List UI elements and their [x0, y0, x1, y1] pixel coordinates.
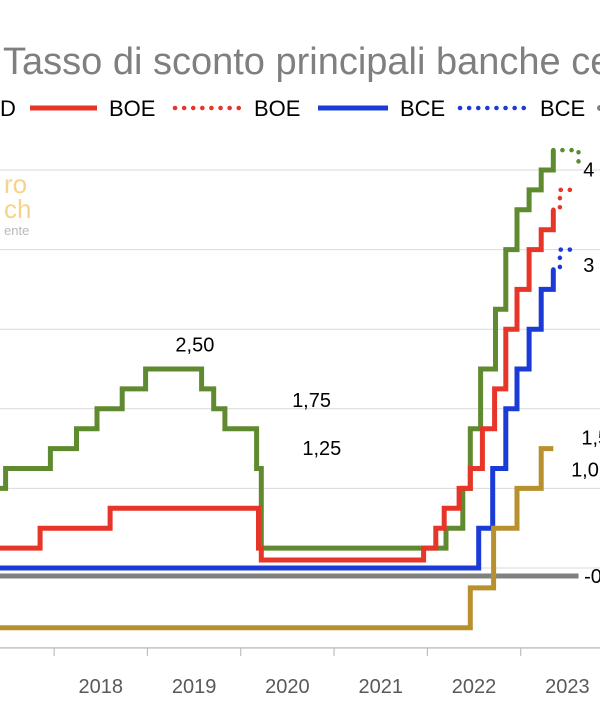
data-label: -0,1	[584, 566, 600, 588]
x-tick-label: 2022	[452, 676, 497, 698]
watermark-logo: ro ch ente	[4, 169, 31, 238]
legend-item-boe_f: BOE	[172, 96, 300, 121]
x-tick-label: 2018	[79, 676, 124, 698]
x-tick-label: 2021	[358, 676, 403, 698]
watermark-line-3: ente	[4, 223, 29, 238]
series-line-fed_f	[551, 147, 581, 165]
data-label: 2,50	[175, 334, 214, 356]
x-tick-label: 2023	[545, 676, 590, 698]
x-tick-label: 2019	[172, 676, 217, 698]
series-line-bce_f	[551, 247, 581, 272]
legend-label: D	[0, 96, 16, 121]
series-line-fed	[0, 150, 556, 551]
watermark-line-1: ro	[4, 169, 27, 199]
legend-label: BOE	[254, 96, 300, 121]
series-lines	[0, 147, 581, 631]
data-label: 1,5	[581, 428, 600, 450]
data-label: 3	[583, 255, 594, 277]
series-line-bce	[0, 269, 556, 571]
x-tick-label: 2020	[265, 676, 310, 698]
legend-label: BCE	[540, 96, 585, 121]
legend-item-bce_f: BCE	[457, 96, 585, 121]
legend-label: BCE	[400, 96, 445, 121]
data-label: 1,75	[292, 390, 331, 412]
data-labels: 2,50 1,75 1,25 4 3 1,5 1,0 -0,1	[175, 159, 600, 588]
chart-title: Tasso di sconto principali banche cent	[3, 41, 600, 83]
data-label: 1,25	[302, 438, 341, 460]
legend-item-boe: BOE	[30, 96, 155, 121]
data-label: 1,0	[571, 459, 599, 481]
legend-item-bce: BCE	[318, 96, 445, 121]
legend-label: BOE	[109, 96, 155, 121]
series-line-boe	[0, 209, 556, 563]
series-line-boe_f	[551, 187, 581, 213]
series-line-snb	[0, 446, 554, 631]
legend: D BOE BOE BCE BCE	[0, 96, 600, 121]
x-axis: 2018 2019 2020 2021 2022 2023	[0, 647, 600, 698]
legend-item-fed: D	[0, 96, 16, 121]
legend-swatch-partial	[597, 105, 600, 111]
watermark-line-2: ch	[4, 194, 31, 224]
data-label: 4	[583, 159, 594, 181]
